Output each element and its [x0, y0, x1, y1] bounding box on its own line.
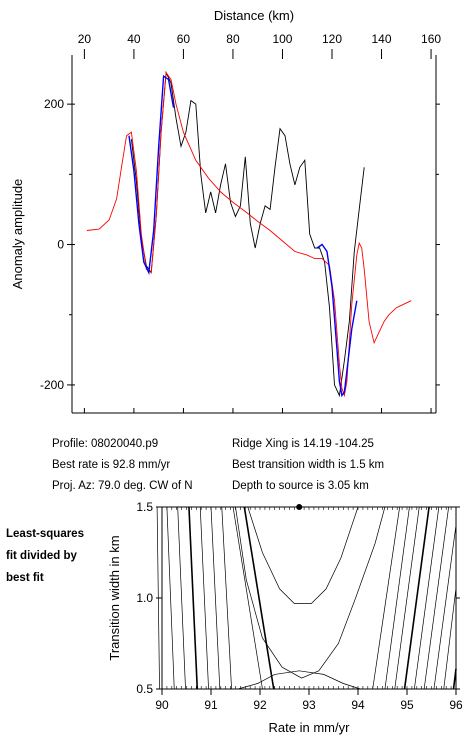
best-fit-marker	[296, 504, 303, 510]
depth-to-source-label: Depth to source is 3.05 km	[232, 480, 369, 492]
projection-azimuth-label: Proj. Az: 79.0 deg. CW of N	[52, 480, 193, 492]
fit-section-line	[316, 243, 358, 398]
misfit-contour-plot: 90 91 92 93 94 95 96 0.5 1.0 1.5 Rate in mm/yr Tran…	[107, 500, 463, 735]
x-tick-label: 160	[421, 32, 441, 46]
contour-line	[210, 506, 221, 690]
contour-line	[247, 506, 359, 604]
x-tick-label: 92	[253, 698, 267, 712]
y-axis-title: Transition width in km	[107, 535, 122, 660]
y-tick-label: -200	[40, 378, 64, 392]
x-tick-label: 93	[302, 698, 316, 712]
x-tick-label: 94	[351, 698, 365, 712]
anomaly-profile-plot: 20 40 60 80 100 120 140 160 -200 0 200 Distance (km…	[10, 8, 441, 414]
contour-line	[237, 670, 361, 690]
side-caption-line: fit divided by	[6, 550, 77, 562]
contour-line	[384, 506, 410, 690]
contour-line	[394, 506, 420, 690]
side-caption-line: best fit	[6, 572, 44, 584]
y-tick-label: 1.5	[136, 500, 153, 514]
y-tick-label: 1.0	[136, 591, 153, 605]
best-width-label: Best transition width is 1.5 km	[232, 459, 385, 471]
x-tick-label: 90	[155, 698, 169, 712]
contour-line	[452, 668, 457, 690]
x-axis-title: Distance (km)	[214, 8, 294, 23]
contour-line	[156, 506, 160, 690]
x-tick-label: 95	[400, 698, 414, 712]
contour-line	[199, 506, 209, 690]
contour-line	[221, 506, 232, 690]
contour-line	[433, 525, 457, 690]
side-caption: Least-squares fit divided by best fit	[6, 523, 84, 589]
contour-line	[403, 506, 430, 690]
contour-line	[423, 506, 449, 690]
x-tick-label: 60	[177, 32, 191, 46]
contour-line	[232, 506, 263, 690]
contour-line	[443, 587, 457, 690]
y-tick-label: 200	[44, 97, 64, 111]
contour-line	[166, 506, 175, 690]
x-tick-label: 80	[226, 32, 240, 46]
plot-frame	[161, 506, 457, 690]
contour-line	[188, 506, 199, 690]
contour-line	[243, 506, 275, 690]
y-axis-title: Anomaly amplitude	[10, 179, 25, 290]
x-tick-label: 140	[372, 32, 392, 46]
y-tick-label: 0	[57, 238, 64, 252]
ridge-crossing-label: Ridge Xing is 14.19 -104.25	[232, 438, 374, 450]
fit-section-line	[128, 74, 175, 276]
x-tick-label: 20	[78, 32, 92, 46]
best-rate-label: Best rate is 92.8 mm/yr	[52, 459, 171, 471]
x-axis-title: Rate in mm/yr	[269, 720, 351, 735]
observed-anomaly-line	[130, 70, 365, 398]
contour-line	[177, 506, 186, 690]
profile-label: Profile: 08020040.p9	[52, 438, 159, 450]
x-tick-label: 40	[127, 32, 141, 46]
x-tick-label: 100	[272, 32, 292, 46]
y-tick-label: 0.5	[136, 682, 153, 696]
model-anomaly-line	[86, 71, 412, 398]
x-tick-label: 96	[449, 698, 463, 712]
x-tick-label: 91	[204, 698, 218, 712]
side-caption-line: Least-squares	[6, 528, 84, 540]
contour-line	[235, 506, 386, 679]
x-tick-label: 120	[322, 32, 342, 46]
contour-line	[414, 506, 440, 690]
contour-line	[372, 506, 400, 690]
